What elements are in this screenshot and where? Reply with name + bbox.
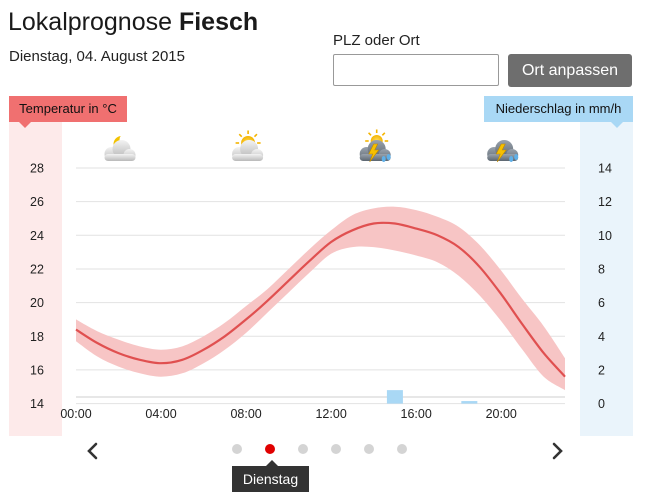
precipitation-tick-label: 12: [598, 195, 612, 209]
lightning-bolt: [495, 143, 507, 163]
rain-drop: [381, 156, 386, 162]
temperature-axis-band: [9, 120, 62, 436]
precipitation-tick-label: 10: [598, 229, 612, 243]
pager-dot[interactable]: [298, 444, 308, 454]
pager-dot[interactable]: [397, 444, 407, 454]
weather-icons: [104, 129, 519, 163]
time-tick-label: 12:00: [315, 407, 346, 421]
time-tick-label: 00:00: [60, 407, 91, 421]
temperature-tick-label: 24: [30, 229, 44, 243]
temperature-tick-label: 20: [30, 296, 44, 310]
precipitation-tick-label: 2: [598, 363, 605, 377]
thunderstorm-icon: [487, 140, 519, 163]
temperature-ticks: 14 16 18 20 22 24 26 28: [30, 162, 44, 412]
title-place: Fiesch: [178, 8, 259, 36]
plz-label: PLZ oder Ort: [333, 32, 420, 49]
temperature-tick-label: 16: [30, 363, 44, 377]
pager-dot[interactable]: [232, 444, 242, 454]
title-prefix: Lokalprognose: [8, 8, 173, 36]
precipitation-tick-label: 14: [598, 162, 612, 176]
rain-drop: [514, 154, 519, 160]
thunderstorm-sun-icon: [359, 129, 391, 163]
page-title: Lokalprognose Fiesch: [8, 8, 258, 37]
sun-ray: [238, 133, 243, 138]
temperature-series-line: [75, 221, 566, 378]
grid-lines: [76, 167, 565, 405]
temperature-tick-label: 18: [30, 330, 44, 344]
pager-dot[interactable]: [364, 444, 374, 454]
precipitation-tick-label: 8: [598, 262, 605, 276]
rain-drop: [386, 154, 391, 160]
temperature-tick-label: 22: [30, 262, 44, 276]
temperature-tick-label: 26: [30, 195, 44, 209]
temperature-legend: Temperatur in °C: [9, 96, 127, 128]
precipitation-bar: [386, 390, 403, 404]
chevron-right-icon: [552, 442, 563, 460]
precipitation-ticks: 0 2 4 6 8 10 12 14: [598, 162, 612, 412]
time-tick-label: 04:00: [145, 407, 176, 421]
time-ticks: 00:00 04:00 08:00 12:00 16:00 20:00: [60, 407, 517, 421]
lightning-bolt: [368, 143, 380, 163]
precipitation-axis-band: [580, 120, 633, 436]
time-tick-label: 16:00: [401, 407, 432, 421]
precipitation-tick-label: 6: [598, 296, 605, 310]
next-day-button[interactable]: [547, 440, 567, 462]
pager-dot[interactable]: [331, 444, 341, 454]
temperature-range-area: [76, 206, 565, 391]
sun-ray: [381, 132, 386, 136]
temperature-line: [75, 221, 566, 378]
sun-cloud-icon: [232, 130, 264, 161]
sun-ray: [253, 133, 258, 138]
chevron-left-icon: [87, 442, 98, 460]
forecast-date: Dienstag, 04. August 2015: [9, 48, 185, 65]
precipitation-legend: Niederschlag in mm/h: [484, 96, 633, 128]
precipitation-bar: [461, 401, 478, 404]
rain-drop: [509, 156, 514, 162]
precipitation-tick-label: 0: [598, 397, 605, 411]
sun-ray: [368, 132, 372, 136]
moon-cloud-icon: [104, 133, 136, 161]
previous-day-button[interactable]: [83, 440, 103, 462]
temperature-range-band: [76, 206, 565, 391]
pager-dot[interactable]: [265, 444, 275, 454]
temperature-tick-label: 28: [30, 162, 44, 176]
time-tick-label: 08:00: [230, 407, 261, 421]
change-location-button[interactable]: Ort anpassen: [508, 54, 632, 87]
precipitation-tick-label: 4: [598, 330, 605, 344]
temperature-tick-label: 14: [30, 397, 44, 411]
precipitation-bars: [386, 390, 478, 404]
active-day-tooltip: Dienstag: [232, 460, 309, 492]
plz-input[interactable]: [333, 54, 499, 86]
time-tick-label: 20:00: [486, 407, 517, 421]
